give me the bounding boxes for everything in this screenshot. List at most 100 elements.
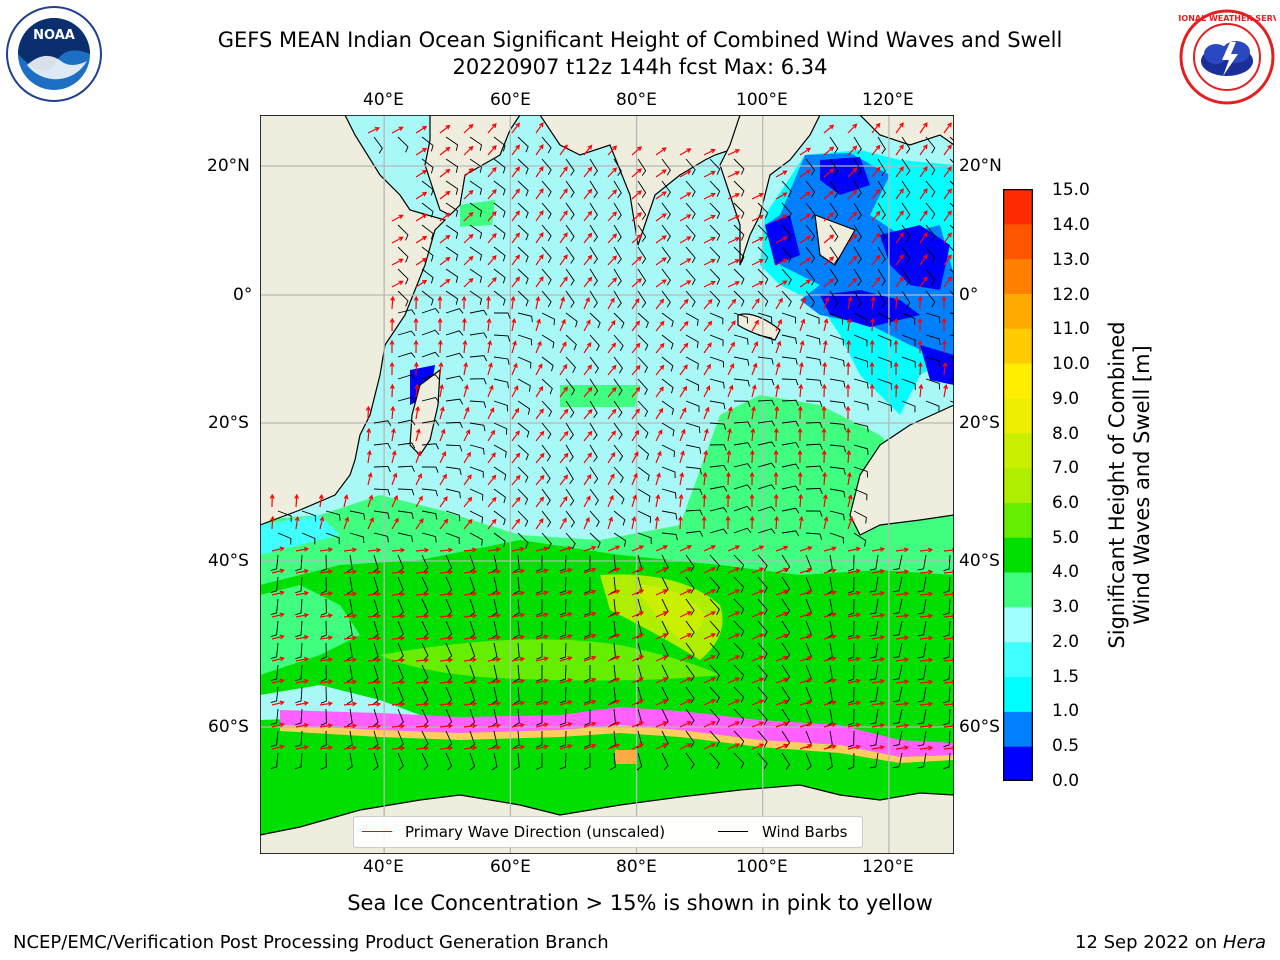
wind-barb [589,246,598,264]
wave-arrow [583,342,592,354]
wave-arrow-head [543,546,549,552]
wind-barb [781,378,799,386]
wind-barb [445,224,459,239]
wave-arrow [631,567,644,574]
wave-arrow [871,702,884,706]
wave-arrow-head [734,743,741,748]
wind-barb [445,158,459,173]
wind-barb [847,620,855,638]
wave-arrow-head [879,723,886,728]
wind-barb [661,378,674,394]
wave-arrow-head [635,320,641,326]
wave-arrow-head [400,613,406,619]
wave-arrow [727,721,740,728]
wave-arrow-head [686,633,693,638]
wave-arrow [823,745,836,750]
colorbar-frame [1003,189,1033,781]
wind-barb [877,290,886,308]
wave-arrow-head [439,406,445,412]
wave-arrow-head [563,188,568,194]
wave-arrow [631,517,636,530]
wave-arrow-head [879,635,886,640]
wave-arrow-head [303,744,310,750]
wind-barb [445,180,459,195]
wave-arrow [655,567,668,574]
wind-barb [320,686,327,704]
wind-barb [295,686,303,704]
lon-label-bottom-80e: 80°E [616,857,657,877]
wind-barb [613,334,624,352]
wave-arrow [463,146,474,156]
wave-arrow [487,430,495,442]
wind-barb [277,510,292,522]
wave-arrow [439,235,450,244]
wave-arrow [319,614,332,618]
wind-barb [346,598,353,617]
wind-barb [469,355,488,362]
wave-arrow-head [845,405,851,411]
wave-arrow [847,256,857,266]
wave-arrow-head [869,361,875,367]
wave-arrow [391,747,405,750]
wave-arrow-head [774,515,780,521]
wave-arrow-head [567,700,573,705]
wave-arrow-head [759,677,765,682]
wave-arrow-head [376,613,382,619]
wave-arrow-head [400,591,406,597]
wind-barb [805,378,823,387]
wind-barb [733,442,752,449]
wave-arrow [775,568,788,574]
wave-arrow-head [680,450,685,456]
wave-arrow-head [710,258,716,264]
wave-arrow-head [303,590,310,596]
wave-arrow-head [635,364,641,370]
wave-arrow [943,385,947,398]
wave-arrow [679,258,691,266]
wave-arrow-head [448,679,454,685]
wave-arrow-head [894,295,900,301]
wind-barb [901,202,911,220]
wind-barb [709,246,721,263]
wave-arrow [871,123,881,134]
wave-arrow [823,613,836,618]
wave-arrow [727,193,740,200]
wind-barb [270,554,279,571]
wave-arrow-head [445,146,451,152]
colorbar-swatch [1003,502,1033,538]
wave-arrow [823,124,834,134]
wave-arrow-head [303,612,310,618]
wind-barb [901,158,911,176]
wave-arrow [487,680,500,684]
wind-barb [589,466,599,484]
wave-arrow [799,612,812,618]
wave-arrow [679,545,692,552]
wave-arrow-head [394,517,399,523]
wave-arrow-head [463,361,469,368]
wind-barb [613,180,622,198]
wave-arrow-head [831,656,837,662]
wave-arrow-head [831,568,837,574]
wave-arrow-head [773,471,779,477]
wave-arrow [775,700,788,706]
wind-barb [397,224,409,241]
wave-arrow-head [611,342,617,348]
lon-label-bottom-100e: 100°E [736,857,788,877]
wave-arrow-head [710,699,717,704]
wind-barb [709,444,727,451]
wind-barb [685,202,696,220]
wave-arrow [679,299,689,310]
wave-arrow-head [846,449,852,455]
wave-arrow [823,278,834,288]
wave-arrow-head [471,613,478,619]
wind-barb [270,598,279,615]
wave-arrow [703,215,716,222]
wave-arrow [271,657,284,662]
wave-arrow [511,635,524,640]
wind-barb [517,378,531,392]
wind-barb [805,356,822,366]
wind-barb [685,576,695,594]
wave-arrow [463,385,468,398]
wave-arrow [847,473,851,486]
wind-barb [829,312,844,325]
wind-barb [733,312,749,324]
